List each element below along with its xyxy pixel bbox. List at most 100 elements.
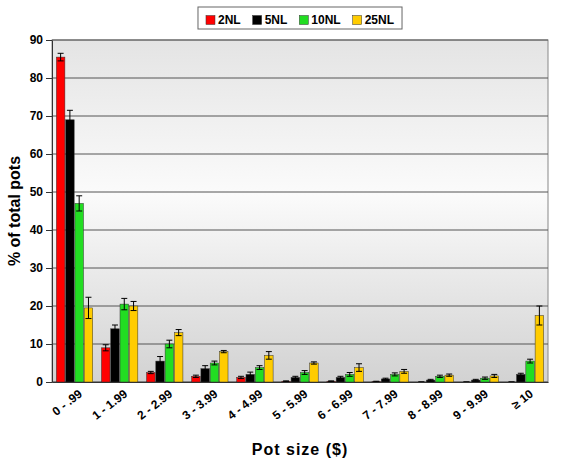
grid-line <box>52 78 548 79</box>
x-tick-label: 1 - 1.99 <box>89 386 130 422</box>
x-tick-label: 4 - 4.99 <box>225 386 266 422</box>
y-tick-mark <box>46 230 52 231</box>
grid-line <box>52 116 548 117</box>
x-tick-label: 2 - 2.99 <box>134 386 175 422</box>
x-tick: 8 - 8.99 <box>405 386 446 422</box>
bar <box>372 381 381 382</box>
error-bar <box>112 325 118 333</box>
error-bar <box>311 362 317 364</box>
bar <box>381 379 390 382</box>
error-bar <box>302 371 308 375</box>
x-tick: 1 - 1.99 <box>89 386 130 422</box>
x-axis-title: Pot size ($) <box>252 441 348 458</box>
error-bar <box>356 364 362 372</box>
grid-line <box>52 268 548 269</box>
y-axis-line <box>52 41 53 383</box>
legend-swatch <box>206 16 215 25</box>
plot: 01020304050607080900 - .991 - 1.992 - 2.… <box>30 33 549 422</box>
bar <box>129 306 138 382</box>
bar <box>417 382 426 383</box>
y-tick-label: 60 <box>30 147 44 161</box>
marks <box>56 53 543 382</box>
y-tick-label: 50 <box>30 185 44 199</box>
y-tick-label: 70 <box>30 109 44 123</box>
y-tick-mark <box>46 268 52 269</box>
y-tick: 40 <box>30 223 52 237</box>
x-tick-label: 8 - 8.99 <box>405 386 446 422</box>
y-tick: 50 <box>30 185 52 199</box>
error-bar <box>392 373 398 376</box>
bar <box>327 381 336 382</box>
y-tick: 0 <box>36 375 52 389</box>
error-bar <box>463 382 469 383</box>
y-tick-mark <box>46 40 52 41</box>
grid-line <box>52 230 548 231</box>
error-bar <box>121 298 127 309</box>
y-axis-title: % of total pots <box>6 156 23 266</box>
y-tick-label: 80 <box>30 71 44 85</box>
error-bar <box>337 376 343 378</box>
error-bar <box>76 196 82 211</box>
error-bar <box>103 345 109 351</box>
legend-label: 25NL <box>365 13 394 27</box>
error-bar <box>58 53 64 61</box>
series <box>66 110 525 382</box>
x-axis-line <box>53 382 549 383</box>
error-bar <box>131 301 137 310</box>
bar <box>219 352 228 382</box>
y-tick: 30 <box>30 261 52 275</box>
y-tick-mark <box>46 306 52 307</box>
bar <box>526 361 535 382</box>
error-bar <box>482 377 488 379</box>
error-bar <box>193 375 199 377</box>
grid-line <box>52 40 548 41</box>
legend-swatch <box>353 16 362 25</box>
error-bar <box>292 376 298 378</box>
error-bar <box>85 297 91 318</box>
error-bar <box>383 378 389 380</box>
error-bar <box>373 381 379 382</box>
y-tick-mark <box>46 154 52 155</box>
error-bar <box>473 379 479 381</box>
bar <box>75 203 84 382</box>
error-bar <box>418 382 424 383</box>
x-tick: 5 - 5.99 <box>270 386 311 422</box>
error-bar <box>527 359 533 363</box>
plot-background <box>52 40 548 382</box>
bar <box>56 57 65 382</box>
error-bar <box>518 373 524 375</box>
bar <box>471 380 480 382</box>
y-tick-mark <box>46 382 52 383</box>
x-tick-label: 0 - .99 <box>50 386 86 418</box>
error-bar <box>536 306 542 325</box>
chart: 01020304050607080900 - .991 - 1.992 - 2.… <box>0 0 562 465</box>
bar <box>282 381 291 382</box>
error-bar <box>157 357 163 366</box>
legend-entry: 2NL <box>206 13 241 27</box>
y-tick-mark <box>46 192 52 193</box>
error-bar <box>283 380 289 382</box>
bar <box>165 344 174 382</box>
x-tick: 3 - 3.99 <box>180 386 221 422</box>
error-bar <box>509 382 515 383</box>
error-bar <box>446 374 452 376</box>
bar <box>210 363 219 382</box>
series <box>75 196 534 382</box>
bar <box>66 120 75 382</box>
legend-entry: 5NL <box>253 13 288 27</box>
grid-line <box>52 192 548 193</box>
y-tick-label: 0 <box>36 375 43 389</box>
bar <box>462 382 471 383</box>
error-bar <box>67 110 73 129</box>
x-tick: 4 - 4.99 <box>225 386 266 422</box>
legend-label: 2NL <box>218 13 241 27</box>
y-tick: 70 <box>30 109 52 123</box>
y-tick: 60 <box>30 147 52 161</box>
legend-entry: 25NL <box>353 13 394 27</box>
y-tick-label: 90 <box>30 33 44 47</box>
x-tick-label: 5 - 5.99 <box>270 386 311 422</box>
error-bar <box>428 379 434 381</box>
grid-line <box>52 154 548 155</box>
x-tick: ≥ 10 <box>509 386 536 412</box>
bar <box>426 380 435 382</box>
